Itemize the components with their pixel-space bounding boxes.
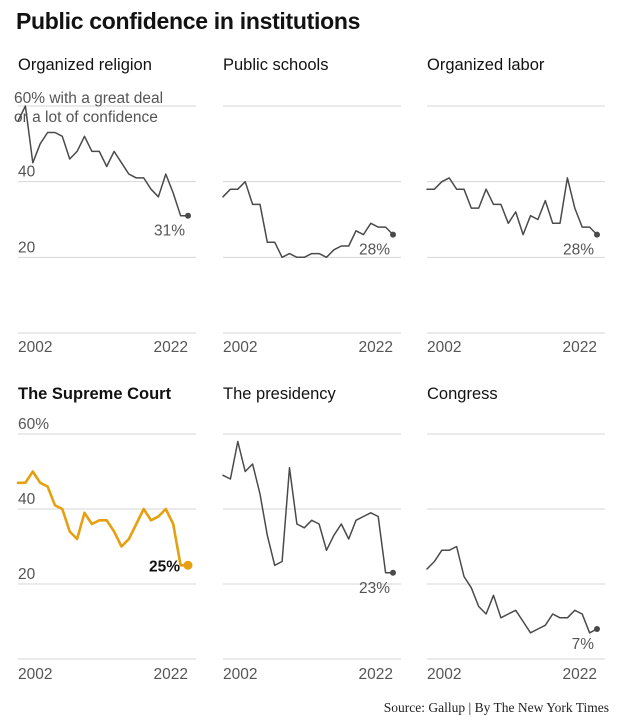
y-tick-label: 20 [18,239,36,256]
x-tick-label: 2002 [427,339,461,356]
panel-title: Congress [427,385,498,403]
series-line [426,545,598,634]
panel-0: Organized religion 40 20 60% with a great d… [14,56,196,356]
end-point [390,569,396,576]
y-tick-label: 40 [18,491,36,508]
series-line [222,440,394,574]
series-line [16,470,190,567]
x-tick-label: 2002 [223,666,257,683]
x-tick-label: 2022 [154,666,188,683]
end-value-label: 7% [572,636,595,653]
y-axis-note: 60% with a great deal or a lot of confide… [14,90,163,126]
x-tick-label: 2002 [427,666,461,683]
y-tick-label: 60% [18,416,49,433]
x-tick-label: 2022 [154,339,188,356]
panel-4: The presidency 23% 2002 2022 [222,385,401,683]
end-value-label: 31% [154,223,185,240]
end-value-label: 28% [563,242,594,259]
y-axis-note-line: or a lot of confidence [14,109,158,126]
end-value-label: 28% [359,242,390,259]
panel-5: Congress 7% 2002 2022 [426,385,605,683]
x-tick-label: 2022 [563,339,597,356]
end-point [594,231,600,238]
y-tick-label: 40 [18,164,36,181]
x-tick-label: 2002 [18,666,52,683]
panel-title: The presidency [223,385,337,403]
panel-title: Organized labor [427,56,545,74]
y-tick-label: 20 [18,566,36,583]
end-value-label: 23% [359,580,390,597]
panel-title: The Supreme Court [18,385,172,403]
end-value-label: 25% [149,558,180,575]
end-point [594,626,600,632]
panel-2: Organized labor 28% 2002 2022 [426,56,605,356]
x-tick-label: 2002 [223,339,257,356]
panel-1: Public schools 28% 2002 2022 [222,56,401,356]
x-tick-label: 2002 [18,339,52,356]
x-tick-label: 2022 [563,666,597,683]
end-point [390,231,396,238]
panel-title: Public schools [223,56,328,74]
panel-title: Organized religion [18,56,152,74]
series-line [222,180,394,259]
series-line [426,177,598,236]
x-tick-label: 2022 [359,666,393,683]
x-tick-label: 2022 [359,339,393,356]
end-point [185,212,191,219]
end-point [183,560,193,570]
y-axis-note-line: 60% with a great deal [14,90,163,107]
source-credit: Source: Gallup | By The New York Times [383,700,609,715]
chart-title: Public confidence in institutions [16,8,361,34]
series-line [17,105,189,217]
panel-3: The Supreme Court 60% 40 20 25% 2002 2022 [16,385,196,683]
